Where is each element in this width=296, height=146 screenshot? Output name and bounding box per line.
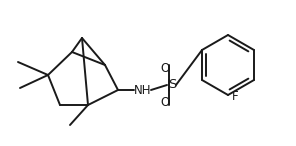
Text: S: S <box>168 79 176 92</box>
Text: NH: NH <box>134 84 152 97</box>
Text: O: O <box>160 61 170 74</box>
Text: O: O <box>160 95 170 108</box>
Text: F: F <box>232 91 239 104</box>
